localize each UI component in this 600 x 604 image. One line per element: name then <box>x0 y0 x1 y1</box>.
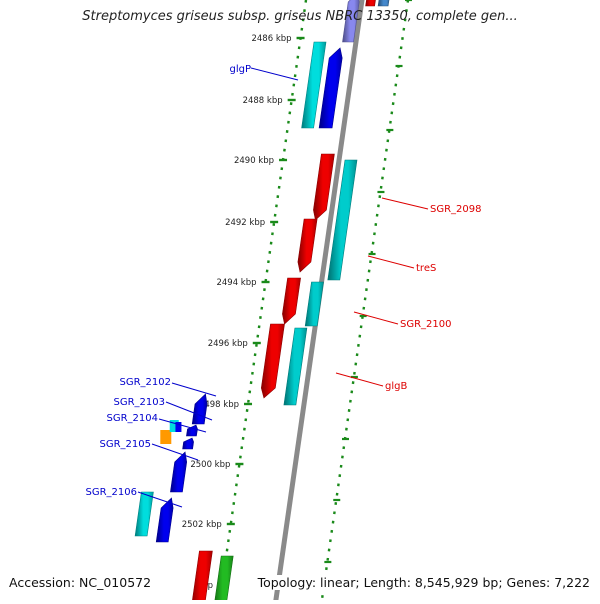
gene-feature-bottom-green[interactable] <box>214 556 234 600</box>
genome-stats-text: Topology: linear; Length: 8,545,929 bp; … <box>254 575 590 590</box>
ruler-label: 2502 kbp <box>182 520 222 530</box>
gene-feature-glgB[interactable] <box>261 324 284 398</box>
leader-line-treS <box>368 256 414 268</box>
leader-line-glgB <box>336 373 383 386</box>
ruler-label: 2486 kbp <box>251 34 291 44</box>
gene-label-SGR_2100[interactable]: SGR_2100 <box>400 319 452 330</box>
gene-label-glgP[interactable]: glgP <box>229 64 251 75</box>
leader-line-glgP <box>251 68 298 80</box>
gene-label-SGR_2098[interactable]: SGR_2098 <box>430 204 482 215</box>
gene-feature-SGR_2106[interactable] <box>156 498 173 542</box>
accession-text: Accession: NC_010572 <box>9 575 154 590</box>
ruler-label: 2494 kbp <box>216 278 256 288</box>
genome-title: Streptomyces griseus subsp. griseus NBRC… <box>0 9 600 24</box>
gene-feature-SGR_2106-aux[interactable] <box>135 492 153 536</box>
leader-line-SGR_2102 <box>172 383 216 396</box>
gene-feature-SGR_2105[interactable] <box>170 452 186 492</box>
ruler-label: 2490 kbp <box>234 156 274 166</box>
gene-label-SGR_2104[interactable]: SGR_2104 <box>107 413 159 424</box>
gene-label-SGR_2102[interactable]: SGR_2102 <box>120 377 172 388</box>
gene-feature-SGR_2100[interactable] <box>282 278 300 324</box>
gene-feature-SGR_2102[interactable] <box>192 394 207 424</box>
gene-label-glgB[interactable]: glgB <box>385 381 407 392</box>
ruler-label: 2488 kbp <box>243 96 283 106</box>
gene-label-SGR_2105[interactable]: SGR_2105 <box>100 439 152 450</box>
ruler-label: 2492 kbp <box>225 218 265 228</box>
gene-label-SGR_2103[interactable]: SGR_2103 <box>114 397 166 408</box>
gene-feature-orange[interactable] <box>160 430 171 444</box>
gene-label-SGR_2106[interactable]: SGR_2106 <box>86 487 138 498</box>
leader-line-SGR_2098 <box>382 198 428 209</box>
gene-feature-top-right[interactable] <box>378 0 390 6</box>
ruler-label: 2500 kbp <box>190 460 230 470</box>
gene-feature-bottom-red[interactable] <box>191 551 212 600</box>
gene-feature-SGR_2104[interactable] <box>183 438 194 449</box>
ruler-label: 2496 kbp <box>208 339 248 349</box>
gene-feature-treS[interactable] <box>298 219 317 272</box>
leader-line-SGR_2100 <box>354 312 398 324</box>
gene-label-treS[interactable]: treS <box>416 263 436 274</box>
gene-feature-top-red[interactable] <box>366 0 377 6</box>
